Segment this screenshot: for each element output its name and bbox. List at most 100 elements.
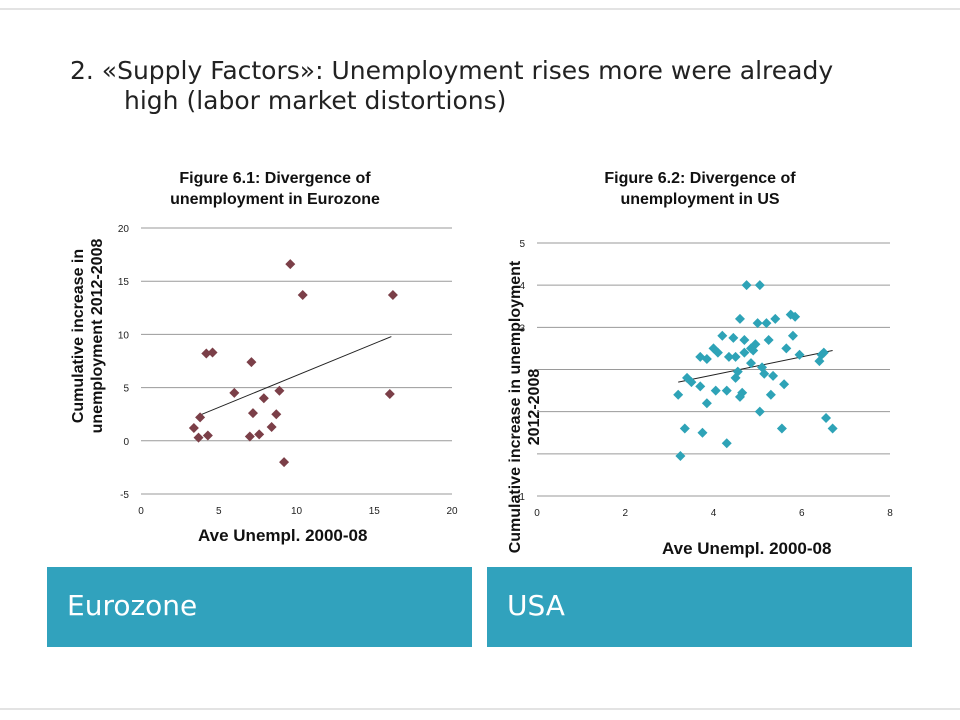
us-data-point (761, 318, 772, 329)
eurozone-data-point (244, 431, 255, 442)
us-data-point (737, 387, 748, 398)
eurozone-data-point (246, 357, 257, 368)
us-trendline (678, 350, 833, 383)
eurozone-y-tick-label: 0 (123, 437, 129, 448)
usa-band: USA (487, 567, 912, 647)
us-data-point (770, 313, 781, 324)
us-data-point (781, 343, 792, 354)
us-data-point (818, 347, 829, 358)
eurozone-x-tick-label: 0 (138, 506, 144, 517)
eurozone-data-point (207, 347, 218, 358)
slide-bottom-rule (0, 708, 960, 710)
eurozone-data-point (188, 423, 199, 434)
us-data-point (750, 339, 761, 350)
eurozone-data-point (247, 408, 258, 419)
eurozone-y-tick-label: -5 (120, 490, 129, 501)
eurozone-data-point (285, 259, 296, 270)
eurozone-y-tick-label: 15 (118, 277, 130, 288)
us-data-point (768, 370, 779, 381)
eurozone-x-tick-label: 10 (291, 506, 303, 517)
us-data-point (765, 389, 776, 400)
us-data-point (717, 330, 728, 341)
us-data-point (794, 349, 805, 360)
us-data-point (776, 423, 787, 434)
us-x-tick-label: 4 (711, 508, 717, 519)
us-data-point (739, 334, 750, 345)
eurozone-x-tick-label: 5 (216, 506, 222, 517)
eurozone-x-axis-label: Ave Unempl. 2000-08 (198, 526, 368, 545)
us-chart-title-line1: Figure 6.2: Divergence of (604, 170, 796, 187)
us-x-tick-label: 6 (799, 508, 805, 519)
us-data-point (721, 385, 732, 396)
eurozone-data-point (271, 409, 282, 420)
us-y-tick-label: -1 (516, 492, 525, 503)
us-data-point (701, 398, 712, 409)
us-data-point (710, 385, 721, 396)
us-data-point (763, 334, 774, 345)
us-data-point (821, 412, 832, 423)
slide-title-line2: high (labor market distortions) (124, 86, 507, 115)
us-data-point (701, 353, 712, 364)
us-data-point (739, 347, 750, 358)
eurozone-y-tick-label: 20 (118, 224, 130, 235)
eurozone-band: Eurozone (47, 567, 472, 647)
usa-band-label: USA (507, 589, 565, 622)
eurozone-data-point (274, 385, 285, 396)
us-data-point (732, 366, 743, 377)
eurozone-chart-title-line1: Figure 6.1: Divergence of (179, 170, 371, 187)
us-data-point (721, 438, 732, 449)
eurozone-data-point (387, 290, 398, 301)
us-data-point (730, 351, 741, 362)
us-y-tick-label: 5 (519, 239, 525, 250)
eurozone-data-point (202, 430, 213, 441)
us-data-point (686, 377, 697, 388)
us-data-point (723, 351, 734, 362)
us-data-point (695, 381, 706, 392)
us-data-point (787, 330, 798, 341)
eurozone-y-tick-label: 5 (123, 384, 129, 395)
us-x-axis-label: Ave Unempl. 2000-08 (662, 539, 832, 558)
us-data-point (754, 406, 765, 417)
slide-top-rule (0, 8, 960, 10)
us-data-point (734, 313, 745, 324)
us-y-tick-label: 4 (519, 281, 525, 292)
eurozone-y-tick-label: 10 (118, 330, 130, 341)
eurozone-data-point (195, 412, 206, 423)
us-chart-title: Figure 6.2: Divergence of unemployment i… (565, 168, 835, 210)
us-chart-title-line2: unemployment in US (620, 191, 780, 208)
us-data-point (746, 358, 757, 369)
us-x-tick-label: 2 (622, 508, 628, 519)
eurozone-data-point (384, 388, 395, 399)
us-data-point (728, 332, 739, 343)
eurozone-data-point (258, 393, 269, 404)
us-data-point (779, 379, 790, 390)
us-data-point (679, 423, 690, 434)
eurozone-data-point (297, 290, 308, 301)
eurozone-data-point (201, 348, 212, 359)
eurozone-chart-title-line2: unemployment in Eurozone (170, 191, 380, 208)
eurozone-data-point (193, 432, 204, 443)
us-data-point (741, 280, 752, 291)
us-data-point (754, 280, 765, 291)
us-data-point (790, 311, 801, 322)
eurozone-data-point (279, 457, 290, 468)
eurozone-x-tick-label: 20 (446, 506, 458, 517)
eurozone-data-point (229, 387, 240, 398)
us-y-tick-label: 3 (519, 323, 525, 334)
us-data-point (759, 368, 770, 379)
us-data-point (673, 389, 684, 400)
us-data-point (697, 427, 708, 438)
eurozone-data-point (254, 429, 265, 440)
us-data-point (675, 450, 686, 461)
us-data-point (752, 318, 763, 329)
us-x-tick-label: 8 (887, 508, 893, 519)
slide-title: 2. «Supply Factors»: Unemployment rises … (70, 56, 930, 116)
us-data-point (827, 423, 838, 434)
slide-title-line1: 2. «Supply Factors»: Unemployment rises … (70, 56, 834, 85)
eurozone-x-tick-label: 15 (369, 506, 381, 517)
eurozone-trendline (196, 336, 392, 417)
us-data-point (712, 347, 723, 358)
eurozone-band-label: Eurozone (67, 589, 198, 622)
